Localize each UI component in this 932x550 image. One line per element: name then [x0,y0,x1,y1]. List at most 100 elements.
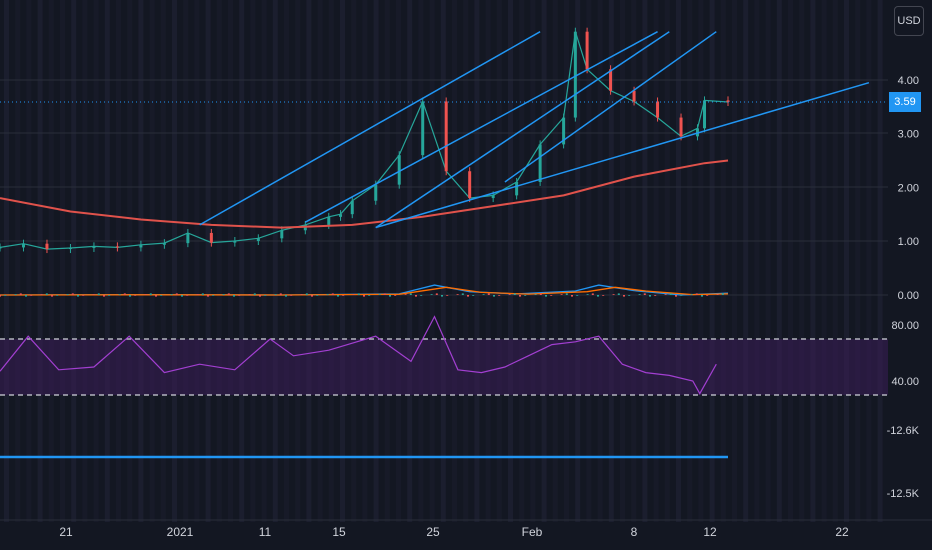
candle-body [703,100,707,129]
session-stripe [788,0,793,522]
session-stripe [530,0,536,522]
session-stripe [597,0,603,522]
session-stripe [407,0,413,522]
candle-body [233,241,237,243]
session-stripe [765,0,771,522]
x-tick-label: 11 [259,525,272,539]
candle-body [585,31,589,70]
session-stripe [272,0,278,522]
rsi-pane[interactable] [0,315,888,396]
candle-body [656,101,660,118]
y-tick-label: 40.00 [891,376,919,388]
candle-body [421,101,425,156]
session-stripe [317,0,323,522]
candle-body [92,246,96,248]
session-stripe [754,0,760,522]
session-stripe [575,0,581,522]
rsi-line [0,315,717,395]
session-stripe [4,0,9,522]
y-tick-label: -12.5K [887,488,920,500]
session-stripe [676,0,681,522]
candle-body [339,214,343,217]
session-stripe [250,0,256,522]
trendline [304,31,658,223]
candle-body [374,184,378,201]
session-stripe [519,0,525,522]
candle-body [444,101,448,172]
session-stripe [844,0,849,522]
session-stripe [586,0,592,522]
session-stripe [631,0,637,522]
session-stripe [620,0,625,522]
session-stripe [37,0,43,522]
signal-line [0,286,729,296]
x-tick-label: 21 [59,525,73,539]
session-stripe [239,0,245,522]
session-stripe [418,0,424,522]
candle-body [562,117,566,145]
session-stripe [709,0,715,522]
moving-average-line [0,159,729,229]
session-stripe [832,0,838,522]
session-stripe [328,0,334,522]
trendline [504,31,717,183]
session-stripe [295,0,301,522]
macd-pane[interactable] [0,284,729,297]
time-axis[interactable]: 21 2021 11 15 25 Feb 8 12 22 [0,519,932,539]
session-stripe [127,0,133,522]
trendline [199,31,541,226]
session-stripe [116,0,121,522]
session-stripe [149,0,155,522]
candle-body [573,31,577,118]
x-tick-label: 12 [703,525,717,539]
y-tick-label: 2.00 [898,182,919,194]
session-stripe [183,0,189,522]
session-stripe [877,0,883,522]
session-stripe [866,0,872,522]
session-stripe [93,0,99,522]
session-stripe [138,0,144,522]
session-stripe [463,0,469,522]
session-stripe [228,0,233,522]
session-stripe [340,0,345,522]
price-axis[interactable]: 4.00 3.00 2.00 1.00 0.00 80.00 40.00 -12.6K -12.… [887,75,920,500]
session-stripe [552,0,558,522]
y-tick-label: 1.00 [898,236,919,248]
candle-body [256,238,260,241]
session-stripe [653,0,659,522]
candle-body [0,247,2,249]
session-stripe [396,0,401,522]
session-stripe [440,0,446,522]
y-tick-label: 0.00 [898,290,919,302]
candle-body [679,117,683,137]
session-stripe [474,0,480,522]
session-stripe [608,0,614,522]
trendline [375,81,870,229]
session-stripe [26,0,32,522]
currency-button[interactable]: USD [894,6,924,36]
x-tick-label: 8 [631,525,638,539]
session-stripe [205,0,211,522]
session-stripe [642,0,648,522]
x-tick-label: Feb [522,525,543,539]
price-pane[interactable] [0,27,888,254]
x-tick-label: 2021 [167,525,194,539]
y-tick-label: 80.00 [891,320,919,332]
x-tick-label: 25 [426,525,440,539]
session-stripe [216,0,222,522]
candle-body [209,232,213,243]
session-stripe [15,0,21,522]
candle-body [139,244,143,248]
y-tick-label: -12.6K [887,425,920,437]
session-stripe [351,0,357,522]
y-tick-label: 4.00 [898,75,919,87]
candle-body [162,243,166,245]
candle-body [45,243,49,250]
session-stripe [82,0,88,522]
session-stripes [4,0,883,522]
candle-body [515,181,519,196]
session-stripe [429,0,435,522]
session-stripe [384,0,390,522]
session-stripe [306,0,312,522]
